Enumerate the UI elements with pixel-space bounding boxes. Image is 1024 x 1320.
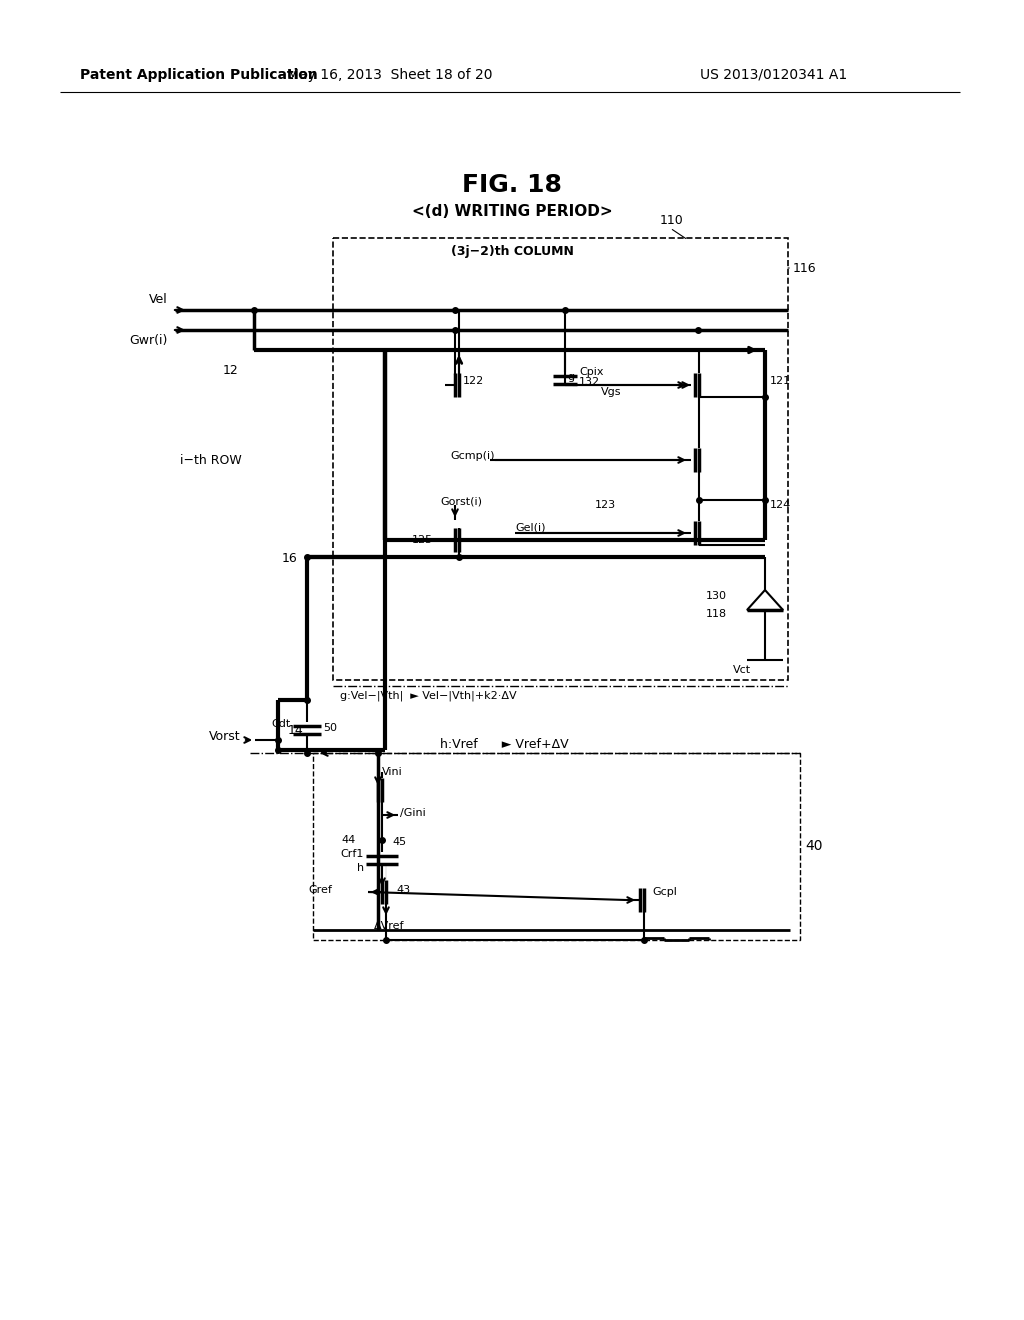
Text: US 2013/0120341 A1: US 2013/0120341 A1 — [700, 69, 847, 82]
Text: 43: 43 — [396, 884, 411, 895]
Text: 40: 40 — [805, 840, 822, 853]
Text: Gel(i): Gel(i) — [515, 523, 546, 533]
Text: Gcmp(i): Gcmp(i) — [450, 451, 495, 461]
Text: Cdt: Cdt — [271, 719, 291, 729]
Text: Gref: Gref — [308, 884, 332, 895]
Text: Gorst(i): Gorst(i) — [440, 498, 482, 507]
Text: Gcpl: Gcpl — [652, 887, 677, 898]
Text: <(d) WRITING PERIOD>: <(d) WRITING PERIOD> — [412, 205, 612, 219]
Text: Gwr(i): Gwr(i) — [130, 334, 168, 347]
Text: 132: 132 — [579, 378, 600, 387]
Bar — [313, 752, 800, 940]
Text: Cpix: Cpix — [579, 367, 603, 378]
Bar — [333, 238, 788, 680]
Text: i−th ROW: i−th ROW — [180, 454, 242, 466]
Text: 110: 110 — [660, 214, 684, 227]
Text: 123: 123 — [595, 500, 616, 510]
Text: 130: 130 — [706, 591, 727, 601]
Text: Patent Application Publication: Patent Application Publication — [80, 69, 317, 82]
Text: 118: 118 — [706, 609, 727, 619]
Text: 122: 122 — [463, 376, 484, 385]
Text: 116: 116 — [793, 261, 816, 275]
Text: May 16, 2013  Sheet 18 of 20: May 16, 2013 Sheet 18 of 20 — [288, 69, 493, 82]
Text: Vgs: Vgs — [601, 387, 622, 397]
Text: Vini: Vini — [382, 767, 402, 777]
Text: 50: 50 — [323, 723, 337, 733]
Text: (3j−2)th COLUMN: (3j−2)th COLUMN — [451, 246, 573, 259]
Text: h:Vref      ► Vref+ΔV: h:Vref ► Vref+ΔV — [440, 738, 568, 751]
Text: 121: 121 — [770, 376, 792, 385]
Text: Crf1: Crf1 — [341, 849, 364, 859]
Text: 14: 14 — [288, 723, 303, 737]
Text: /Gini: /Gini — [400, 808, 426, 818]
Text: h: h — [357, 863, 364, 873]
Text: 16: 16 — [282, 553, 297, 565]
Text: Vorst: Vorst — [209, 730, 241, 742]
Text: 44: 44 — [342, 836, 356, 845]
Text: 125: 125 — [412, 535, 433, 545]
Text: g: g — [567, 372, 574, 381]
Text: ΔVref: ΔVref — [374, 921, 404, 931]
Text: 12: 12 — [222, 363, 238, 376]
Text: Vct: Vct — [733, 665, 752, 675]
Text: FIG. 18: FIG. 18 — [462, 173, 562, 197]
Text: Vel: Vel — [150, 293, 168, 306]
Text: 45: 45 — [392, 837, 407, 847]
Text: g:Vel−|Vth|  ► Vel−|Vth|+k2·ΔV: g:Vel−|Vth| ► Vel−|Vth|+k2·ΔV — [340, 690, 517, 701]
Text: 124: 124 — [770, 500, 792, 510]
